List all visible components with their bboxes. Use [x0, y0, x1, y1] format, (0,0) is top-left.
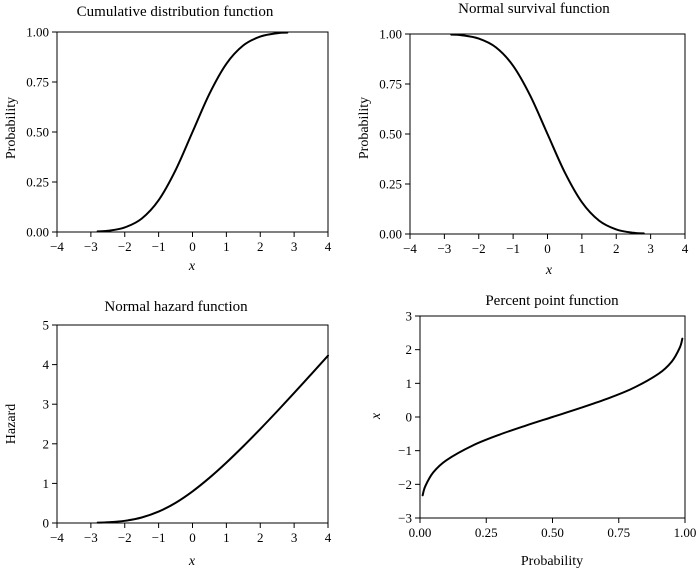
survival-y-tick-label: 0.00 [379, 227, 402, 242]
survival-xlabel: x [545, 263, 553, 278]
survival-x-tick-label: −1 [506, 241, 520, 256]
ppf-y-tick-label: 1 [406, 376, 413, 391]
cdf-x-tick-label: 2 [257, 239, 264, 254]
hazard-xlabel: x [188, 554, 196, 569]
ppf-y-tick-label: −2 [398, 477, 412, 492]
panel-hazard: Normal hazard function Hazard x −4 −3 −2 −1… [4, 299, 332, 569]
survival-ylabel: Probability [357, 97, 372, 159]
ppf-x-tick-label: 0.50 [541, 525, 564, 540]
ppf-y-tick-label: 0 [406, 410, 413, 425]
cdf-title: Cumulative distribution function [77, 4, 274, 20]
ppf-y-tick-label: −3 [398, 511, 412, 526]
survival-y-tick-label: 1.00 [379, 27, 402, 42]
survival-y-tick-label: 0.25 [379, 177, 402, 192]
hazard-y-tick-label: 2 [43, 436, 50, 451]
survival-x-tick-label: −2 [472, 241, 486, 256]
ppf-series-line [421, 337, 684, 497]
hazard-y-tick-label: 1 [43, 476, 50, 491]
survival-series-line [450, 33, 645, 235]
cdf-y-tick-label: 0.50 [26, 125, 49, 140]
hazard-title: Normal hazard function [104, 299, 248, 315]
survival-x-tick-label: 4 [682, 241, 689, 256]
panel-cdf: Cumulative distribution function Probabi… [4, 4, 332, 274]
hazard-y-tick-label: 5 [43, 318, 50, 333]
hazard-x-tick-label: 0 [189, 530, 196, 545]
cdf-y-tick-label: 0.75 [26, 75, 49, 90]
cdf-series-line [96, 31, 289, 233]
hazard-ylabel: Hazard [4, 404, 19, 444]
ppf-ylabel: x [369, 412, 384, 420]
hazard-x-tick-label: −1 [152, 530, 166, 545]
survival-x-tick-label: 1 [579, 241, 586, 256]
hazard-x-tick-label: 3 [291, 530, 298, 545]
cdf-x-tick-label: −1 [152, 239, 166, 254]
cdf-xlabel: x [188, 259, 196, 274]
hazard-x-tick-label: −3 [84, 530, 98, 545]
cdf-y-tick-label: 0.00 [26, 225, 49, 240]
survival-title: Normal survival function [458, 1, 610, 17]
cdf-x-tick-label: 4 [325, 239, 332, 254]
cdf-x-tick-label: 1 [223, 239, 230, 254]
ppf-y-tick-label: 2 [406, 342, 413, 357]
survival-x-tick-label: 3 [647, 241, 654, 256]
cdf-x-tick-label: −3 [84, 239, 98, 254]
hazard-y-tick-label: 0 [43, 516, 50, 531]
survival-y-tick-label: 0.50 [379, 127, 402, 142]
hazard-x-tick-label: 1 [223, 530, 230, 545]
ppf-x-tick-label: 0.75 [607, 525, 630, 540]
cdf-y-tick-label: 1.00 [26, 25, 49, 40]
panel-ppf: Percent point function x Probability 0.0… [369, 293, 696, 569]
survival-x-tick-label: −4 [403, 241, 417, 256]
hazard-y-tick-label: 3 [43, 397, 50, 412]
cdf-y-tick-label: 0.25 [26, 175, 49, 190]
survival-y-tick-label: 0.75 [379, 77, 402, 92]
hazard-x-tick-label: −4 [50, 530, 64, 545]
hazard-x-tick-label: −2 [118, 530, 132, 545]
ppf-y-tick-label: −1 [398, 443, 412, 458]
cdf-x-tick-label: −2 [118, 239, 132, 254]
ppf-title: Percent point function [485, 293, 619, 309]
hazard-x-tick-label: 4 [325, 530, 332, 545]
survival-x-tick-label: −3 [437, 241, 451, 256]
cdf-x-tick-label: −4 [50, 239, 64, 254]
survival-x-tick-label: 2 [613, 241, 620, 256]
cdf-x-tick-label: 0 [189, 239, 196, 254]
ppf-x-tick-label: 1.00 [674, 525, 697, 540]
ppf-x-tick-label: 0.25 [475, 525, 498, 540]
hazard-y-tick-label: 4 [43, 357, 50, 372]
cdf-x-tick-label: 3 [291, 239, 298, 254]
hazard-plot-frame [56, 324, 329, 524]
panel-survival: Normal survival function Probability x −… [357, 1, 689, 278]
ppf-y-tick-label: 3 [406, 309, 413, 324]
hazard-series-line [96, 354, 329, 524]
survival-x-tick-label: 0 [544, 241, 551, 256]
hazard-x-tick-label: 2 [257, 530, 264, 545]
ppf-x-tick-label: 0.00 [409, 525, 432, 540]
ppf-xlabel: Probability [521, 554, 583, 569]
cdf-ylabel: Probability [4, 97, 19, 159]
